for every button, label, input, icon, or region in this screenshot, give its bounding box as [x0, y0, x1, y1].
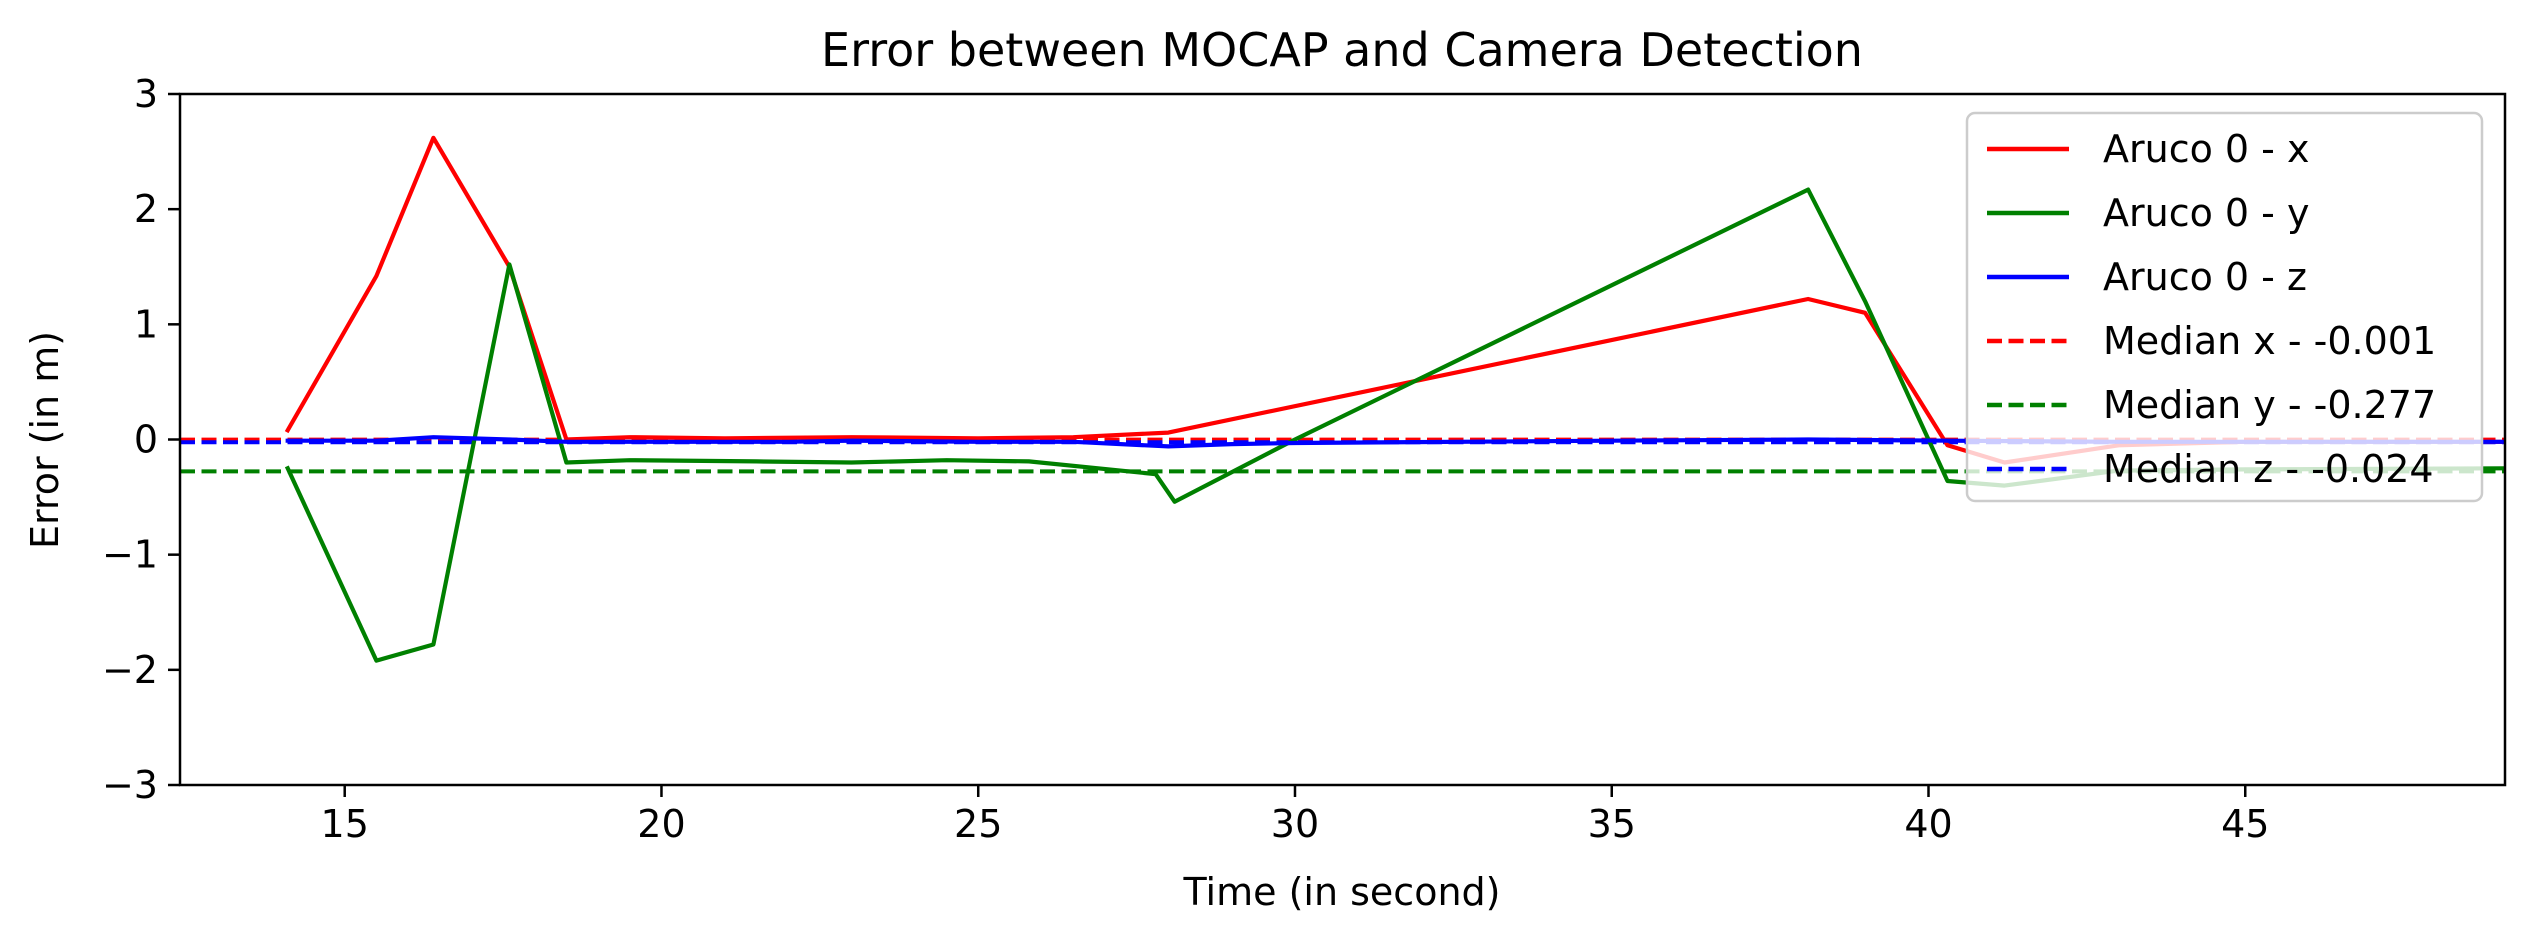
- plot-area: [178, 92, 2507, 787]
- legend: Aruco 0 - x Aruco 0 - y Aruco 0 - z Median …: [1965, 111, 2484, 503]
- x-tick-label: 45: [2221, 802, 2269, 846]
- y-tick-label: 3: [134, 72, 158, 116]
- chart-title: Error between MOCAP and Camera Detection: [821, 23, 1863, 77]
- y-tick-label: −1: [102, 533, 158, 577]
- y-axis: 3 2 1 0 −1 −2 −3: [102, 72, 180, 807]
- x-axis: 15 20 25 30 35 40 45: [321, 785, 2269, 846]
- legend-label: Median z - -0.024: [2103, 447, 2434, 491]
- y-axis-label: Error (in m): [23, 331, 67, 549]
- series-line-z: [285, 435, 2505, 449]
- legend-box: [1965, 111, 2484, 503]
- x-tick-label: 35: [1588, 802, 1636, 846]
- y-tick-label: 0: [134, 418, 158, 462]
- legend-label: Median x - -0.001: [2103, 319, 2436, 363]
- x-tick-label: 40: [1904, 802, 1952, 846]
- legend-label: Aruco 0 - z: [2103, 255, 2307, 299]
- x-tick-label: 20: [637, 802, 685, 846]
- x-tick-label: 25: [954, 802, 1002, 846]
- x-tick-label: 15: [321, 802, 369, 846]
- y-tick-label: 2: [134, 187, 158, 231]
- x-tick-label: 30: [1271, 802, 1319, 846]
- y-tick-label: 1: [134, 302, 158, 346]
- legend-label: Aruco 0 - x: [2103, 127, 2309, 171]
- y-tick-label: −2: [102, 648, 158, 692]
- legend-label: Median y - -0.277: [2103, 383, 2436, 427]
- legend-label: Aruco 0 - y: [2103, 191, 2309, 235]
- x-axis-label: Time (in second): [1183, 870, 1501, 914]
- y-tick-label: −3: [102, 763, 158, 807]
